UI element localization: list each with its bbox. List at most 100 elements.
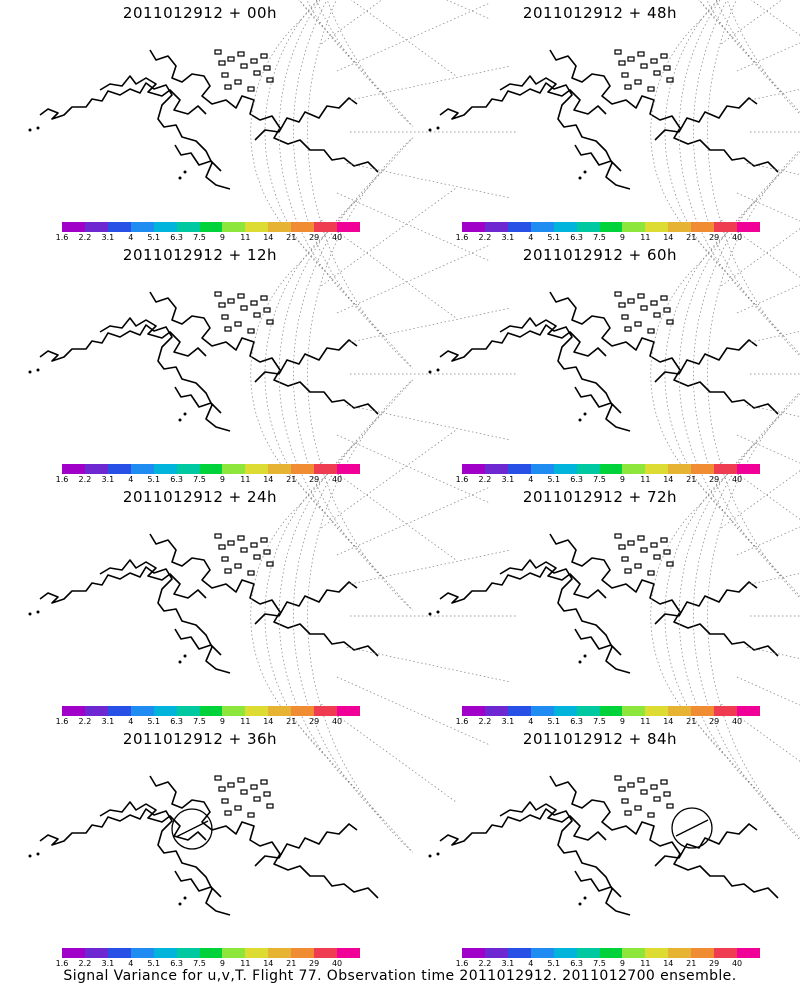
colorbar-tick-label: 3.1: [501, 959, 515, 968]
colorbar-swatch: [130, 222, 154, 232]
island: [647, 86, 655, 92]
island: [36, 126, 40, 130]
colorbar-swatch: [599, 948, 623, 958]
colorbar-swatch: [84, 464, 108, 474]
colorbar-tick-label: 1.6: [55, 959, 69, 968]
colorbar: 1.6 2.2 3.1 4 5.1 6.3 7.5 9 11 14 21 29 40: [56, 464, 360, 486]
colorbar-tick-label: 29: [309, 475, 320, 484]
colorbar-tick-label: 9: [219, 233, 225, 242]
island: [647, 328, 655, 334]
island: [578, 660, 582, 664]
island: [218, 302, 226, 308]
island: [614, 291, 622, 297]
colorbar-tick-label: 3.1: [501, 475, 515, 484]
colorbar-tick-label: 21: [286, 717, 297, 726]
colorbar: 1.6 2.2 3.1 4 5.1 6.3 7.5 9 11 14 21 29 40: [56, 948, 360, 970]
colorbar-swatch: [691, 948, 715, 958]
colorbar-swatch: [530, 948, 554, 958]
island: [666, 77, 674, 83]
island: [266, 803, 274, 809]
colorbar: 1.6 2.2 3.1 4 5.1 6.3 7.5 9 11 14 21 29 40: [56, 222, 360, 244]
island: [266, 561, 274, 567]
island: [221, 314, 229, 320]
colorbar-swatch: [199, 464, 223, 474]
island: [224, 810, 232, 816]
forecast-panel: 2011012912 + 48h 1.6 2.2 3.1 4 5.1 6.3 7.5 9 11 14…: [400, 0, 800, 245]
island: [178, 902, 182, 906]
colorbar-swatch: [462, 222, 485, 232]
island: [436, 852, 440, 856]
colorbar-tick-label: 21: [686, 233, 697, 242]
island: [647, 570, 655, 576]
island: [640, 547, 648, 553]
island: [428, 612, 432, 616]
island: [250, 58, 258, 64]
island: [260, 53, 268, 59]
island: [260, 779, 268, 785]
colorbar-tick-label: 40: [731, 233, 743, 242]
colorbar-swatch: [530, 706, 554, 716]
colorbar-tick-label: 4: [528, 233, 534, 242]
colorbar-swatch: [530, 222, 554, 232]
colorbar-swatch: [714, 464, 738, 474]
colorbar-swatch: [199, 706, 223, 716]
coastline: [439, 775, 779, 916]
island: [637, 777, 645, 783]
figure-caption: Signal Variance for u,v,T. Flight 77. Ob…: [63, 968, 737, 984]
colorbar-swatch: [668, 706, 692, 716]
colorbar-swatch: [484, 948, 508, 958]
island: [624, 568, 632, 574]
colorbar-tick-label: 11: [640, 475, 651, 484]
island: [428, 128, 432, 132]
island: [428, 854, 432, 858]
colorbar-tick-label: 2.2: [78, 475, 92, 484]
island: [36, 368, 40, 372]
island: [627, 540, 635, 546]
colorbar-tick-label: 3.1: [101, 717, 115, 726]
colorbar-swatch: [176, 706, 200, 716]
colorbar-tick-label: 4: [528, 717, 534, 726]
colorbar-swatch: [291, 222, 315, 232]
island: [637, 535, 645, 541]
island: [653, 796, 661, 802]
colorbar-swatch: [314, 706, 338, 716]
forecast-panel: 2011012912 + 84h 1.6 2.2 3.1 4 5.1 6.3 7.5 9 11 14…: [400, 726, 800, 971]
island: [627, 298, 635, 304]
colorbar-swatch: [314, 464, 338, 474]
colorbar-swatch: [691, 222, 715, 232]
coastline: [439, 533, 779, 674]
colorbar-tick-label: 4: [128, 475, 134, 484]
colorbar-swatch: [222, 948, 246, 958]
island: [240, 789, 248, 795]
colorbar-tick-label: 11: [240, 717, 251, 726]
island: [183, 170, 187, 174]
colorbar-tick-label: 21: [286, 475, 297, 484]
colorbar-swatch: [599, 222, 623, 232]
island: [240, 305, 248, 311]
island: [247, 86, 255, 92]
colorbar-swatch: [576, 464, 600, 474]
colorbar: 1.6 2.2 3.1 4 5.1 6.3 7.5 9 11 14 21 29 40: [456, 222, 760, 244]
island: [627, 782, 635, 788]
island: [214, 775, 222, 781]
island: [227, 298, 235, 304]
island: [624, 810, 632, 816]
colorbar-tick-label: 1.6: [55, 233, 69, 242]
colorbar-tick-label: 40: [331, 717, 343, 726]
colorbar-swatch: [245, 706, 269, 716]
colorbar-tick-label: 2.2: [78, 959, 92, 968]
colorbar-tick-label: 5.1: [147, 475, 161, 484]
colorbar-swatch: [737, 222, 760, 232]
island: [214, 291, 222, 297]
colorbar-swatch: [714, 706, 738, 716]
island: [627, 56, 635, 62]
colorbar-tick-label: 3.1: [501, 717, 515, 726]
island: [663, 65, 671, 71]
island: [640, 63, 648, 69]
colorbar-swatch: [337, 464, 360, 474]
colorbar-tick-label: 7.5: [193, 475, 206, 484]
island: [583, 170, 587, 174]
colorbar-swatch: [268, 948, 292, 958]
colorbar-swatch: [245, 222, 269, 232]
